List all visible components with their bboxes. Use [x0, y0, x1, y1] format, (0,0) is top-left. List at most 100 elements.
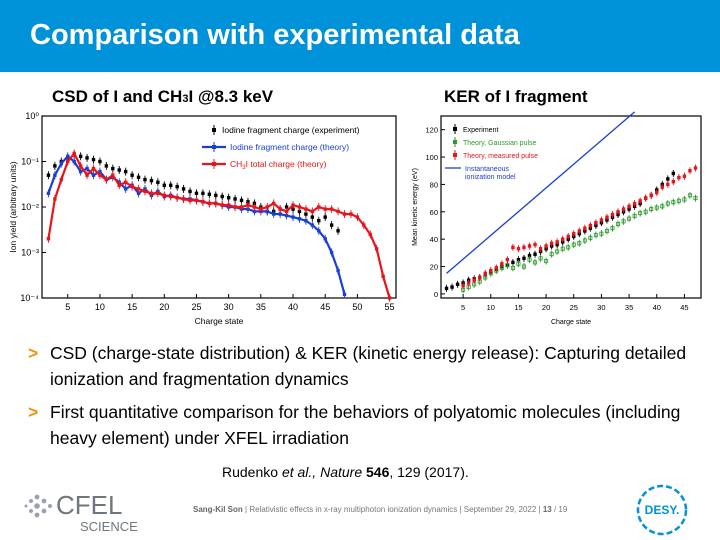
data-point [304, 207, 308, 211]
data-point [252, 209, 257, 214]
data-point [207, 201, 212, 206]
x-tick-label: 15 [514, 303, 522, 312]
y-tick-label: 10⁻² [21, 202, 39, 212]
data-point [175, 184, 179, 189]
data-point [693, 166, 698, 170]
footer-page: 13 [542, 505, 552, 514]
y-tick-label: 100 [425, 153, 438, 162]
data-point [450, 285, 454, 289]
data-point [323, 215, 327, 219]
x-tick-label: 45 [320, 302, 330, 312]
data-point [310, 223, 315, 227]
data-point [291, 215, 295, 219]
data-point [226, 203, 231, 207]
data-point [510, 265, 515, 270]
x-tick-label: 20 [542, 303, 550, 312]
data-point [566, 245, 571, 250]
x-tick-label: 10 [487, 303, 495, 312]
data-point [693, 196, 698, 201]
data-point [444, 286, 449, 291]
data-point [688, 169, 692, 173]
data-point [104, 177, 109, 182]
data-point [329, 223, 334, 227]
data-point [638, 199, 642, 203]
data-point [494, 266, 499, 270]
data-point [46, 191, 51, 196]
legend-label: CH3I total charge (theory) [230, 159, 327, 171]
x-tick-label: 35 [256, 302, 266, 312]
data-point [610, 212, 615, 217]
data-point [265, 205, 269, 209]
data-point [233, 197, 237, 201]
x-tick-label: 40 [653, 303, 661, 312]
x-tick-label: 30 [224, 302, 234, 312]
data-point [85, 173, 89, 177]
data-point [505, 257, 510, 262]
bullet-marker: > [28, 402, 39, 422]
data-point [53, 164, 57, 168]
x-tick-label: 10 [95, 302, 105, 312]
data-point [329, 250, 334, 255]
data-point [511, 260, 515, 265]
data-point [91, 173, 96, 177]
data-point [677, 175, 681, 180]
data-point [284, 205, 289, 209]
data-point [387, 296, 392, 300]
data-point [522, 245, 526, 250]
data-point [671, 179, 676, 184]
data-point [671, 200, 676, 205]
data-point [136, 187, 141, 191]
bullet-item: > First quantitative comparison for the b… [28, 399, 708, 451]
data-point [577, 229, 581, 233]
data-point [374, 247, 379, 251]
data-point [297, 209, 302, 214]
data-point [572, 231, 576, 236]
data-point [489, 268, 493, 273]
x-tick-label: 20 [159, 302, 169, 312]
data-point [207, 192, 212, 197]
x-tick-label: 25 [570, 303, 578, 312]
data-point [533, 260, 538, 265]
data-point [336, 209, 340, 214]
data-point [521, 264, 526, 269]
data-point [342, 292, 347, 297]
data-point [627, 204, 631, 209]
data-point [220, 203, 224, 207]
data-point [472, 278, 476, 282]
data-point [98, 173, 102, 177]
y-tick-label: 10⁰ [25, 111, 39, 121]
data-point [638, 211, 643, 216]
citation-authors: Rudenko [222, 464, 282, 480]
data-point [91, 157, 96, 162]
data-point [538, 256, 543, 261]
data-point [111, 166, 115, 171]
data-point [323, 207, 327, 211]
data-point [561, 237, 565, 241]
y-tick-label: 80 [430, 180, 438, 189]
slide-title: Comparison with experimental data [30, 19, 520, 51]
data-point [46, 173, 51, 177]
x-tick-label: 25 [191, 302, 201, 312]
bullet-marker: > [28, 343, 39, 363]
x-tick-label: 55 [385, 302, 395, 312]
data-point [278, 207, 282, 211]
data-point [610, 226, 615, 231]
y-tick-label: 60 [430, 208, 438, 217]
y-tick-label: 20 [430, 263, 438, 272]
legend-label: Theory, Gaussian pulse [463, 140, 537, 147]
csd-panel-title: CSD of I and CH3I @8.3 keV [52, 87, 273, 107]
data-point [687, 193, 692, 198]
data-point [555, 240, 559, 244]
data-point [156, 191, 160, 196]
citation-etal: et al., [281, 464, 321, 480]
data-point [632, 201, 637, 206]
data-point [676, 198, 681, 203]
data-point [78, 154, 83, 159]
data-point [278, 212, 282, 216]
data-point [72, 151, 76, 156]
data-point [516, 257, 521, 262]
data-point [317, 205, 321, 209]
data-point [297, 217, 302, 221]
data-point [66, 159, 70, 164]
data-point [98, 159, 102, 164]
